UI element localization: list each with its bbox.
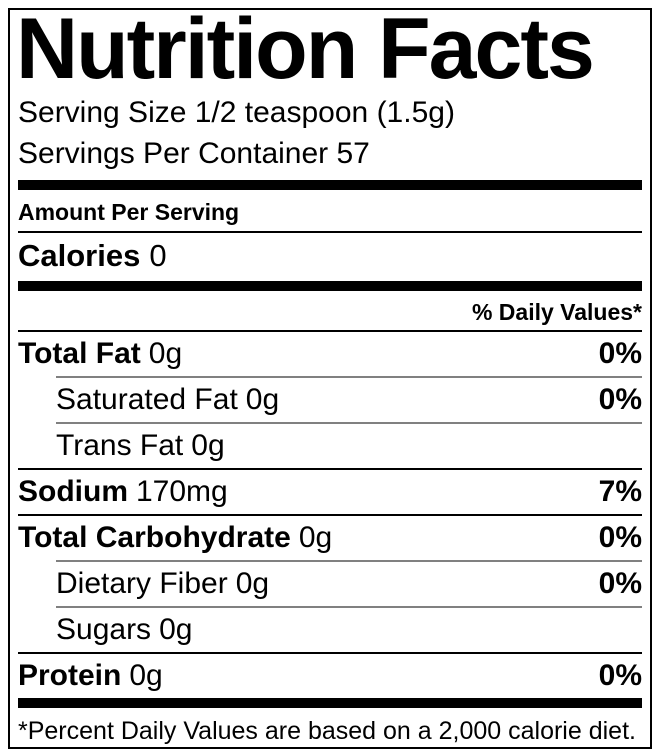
calories-row: Calories 0 [18,233,642,281]
nutrient-daily-value: 0% [598,383,642,416]
nutrient-row-trans-fat: Trans Fat 0g [56,422,642,468]
nutrient-daily-value: 0% [598,567,642,600]
label-title: Nutrition Facts [16,8,595,97]
nutrient-name: Saturated Fat [56,383,238,416]
nutrient-row-protein: Protein 0g 0% [18,652,642,698]
nutrient-name-amount: Trans Fat 0g [56,429,225,463]
nutrient-row-sugars: Sugars 0g [56,606,642,652]
nutrient-name-amount: Sugars 0g [56,613,192,647]
thick-divider-1 [18,180,642,190]
nutrient-row-total-carbohydrate: Total Carbohydrate 0g 0% [18,514,642,560]
nutrient-daily-value: 7% [598,475,642,508]
calories-label: Calories [18,238,141,273]
nutrient-name: Dietary Fiber [56,567,228,600]
nutrient-daily-value: 0% [598,659,642,692]
nutrient-amount: 0g [245,383,280,416]
nutrient-row-sodium: Sodium 170mg 7% [18,468,642,514]
thick-divider-3 [18,698,642,708]
nutrient-name-amount: Total Fat 0g [18,337,182,371]
nutrition-facts-label: Nutrition Facts Serving Size 1/2 teaspoo… [8,8,652,749]
nutrient-daily-value: 0% [598,337,642,370]
calories-value: 0 [149,238,167,273]
nutrient-name: Protein [18,659,122,692]
daily-values-heading: % Daily Values* [471,299,642,325]
nutrient-name: Trans Fat [56,429,184,462]
nutrient-name-amount: Saturated Fat 0g [56,383,279,417]
nutrient-name: Sugars [56,613,152,646]
serving-info: Serving Size 1/2 teaspoon (1.5g) Serving… [18,92,642,174]
nutrient-amount: 0g [298,521,333,554]
nutrient-amount: 0g [191,429,225,462]
serving-size-text: Serving Size 1/2 teaspoon (1.5g) [18,96,455,129]
nutrient-row-dietary-fiber: Dietary Fiber 0g 0% [56,560,642,606]
nutrient-name-amount: Dietary Fiber 0g [56,567,269,601]
amount-per-serving-heading: Amount Per Serving [18,190,642,233]
nutrient-amount: 0g [159,613,193,646]
nutrient-name-amount: Protein 0g [18,659,163,693]
nutrient-daily-value: 0% [598,521,642,554]
nutrient-amount: 0g [148,337,183,370]
nutrient-name: Sodium [18,475,128,508]
nutrient-name: Total Fat [18,337,141,370]
servings-per-container-text: Servings Per Container 57 [18,137,370,170]
thick-divider-2 [18,281,642,291]
nutrient-amount: 170mg [136,475,228,508]
nutrient-amount: 0g [235,567,270,600]
nutrient-name: Total Carbohydrate [18,521,291,554]
nutrient-name-amount: Total Carbohydrate 0g [18,521,332,555]
nutrient-amount: 0g [129,659,163,692]
daily-values-footnote: *Percent Daily Values are based on a 2,0… [18,717,636,745]
nutrient-row-total-fat: Total Fat 0g 0% [18,330,642,376]
nutrient-name-amount: Sodium 170mg [18,475,228,509]
nutrient-row-saturated-fat: Saturated Fat 0g 0% [56,376,642,422]
